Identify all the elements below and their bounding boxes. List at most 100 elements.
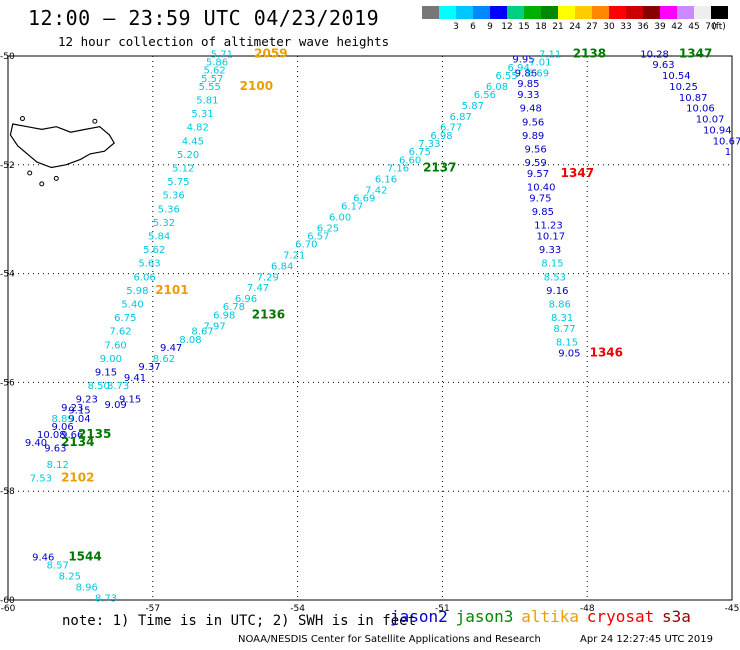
wave-height-label: 10.06 — [686, 104, 715, 115]
pass-time-label: 2101 — [155, 283, 188, 297]
satellite-legend-item: jason3 — [455, 607, 514, 626]
wave-height-label: 8.08 — [179, 335, 201, 346]
pass-time-label: 2136 — [252, 307, 285, 321]
scale-label: 15 — [518, 22, 530, 32]
generated-timestamp: Apr 24 12:27:45 UTC 2019 — [580, 634, 713, 645]
scale-swatch — [677, 6, 694, 19]
wave-height-label: 6.98 — [213, 310, 235, 321]
wave-height-label: 9.40 — [25, 438, 47, 449]
lon-tick-label: -45 — [725, 604, 740, 614]
wave-height-label: 9.15 — [119, 395, 141, 406]
wave-height-label: 5.36 — [162, 191, 184, 202]
lat-tick-label: -52 — [0, 161, 15, 171]
wave-height-label: 9.37 — [138, 362, 160, 373]
satellite-legend-item: altika — [521, 607, 579, 626]
lat-tick-label: -58 — [0, 487, 15, 497]
scale-swatch — [660, 6, 677, 19]
scale-label: 18 — [535, 22, 547, 32]
wave-height-label: 10.08 — [37, 430, 66, 441]
wave-height-label: 10.67 — [713, 136, 740, 147]
scale-swatch — [575, 6, 592, 19]
coast-islet — [53, 175, 59, 181]
wave-height-label: 5.12 — [172, 164, 194, 175]
scale-swatch — [626, 6, 643, 19]
wave-height-label: 6.87 — [450, 112, 472, 123]
wave-height-label: 8.15 — [541, 259, 563, 270]
pass-time-label: 2102 — [61, 471, 94, 485]
scale-swatch — [524, 6, 541, 19]
wave-height-label: 7.62 — [109, 327, 131, 338]
wave-height-label: 6.57 — [307, 232, 329, 243]
lat-tick-label: -50 — [0, 52, 15, 62]
wave-height-label: 7.97 — [203, 321, 225, 332]
scale-label: 30 — [603, 22, 615, 32]
wave-height-label: 7.42 — [365, 185, 387, 196]
wave-height-label: 9.95 — [512, 55, 534, 66]
wave-height-label: 6.06 — [133, 272, 155, 283]
wave-height-label: 5.98 — [126, 286, 148, 297]
wave-height-label: 6.08 — [486, 82, 508, 93]
pass-time-label: 2137 — [423, 161, 456, 175]
pass-time-label: 1346 — [590, 345, 623, 359]
wave-height-label: 9.57 — [527, 169, 549, 180]
wave-height-label: 9.15 — [95, 368, 117, 379]
wave-height-label: 5.63 — [138, 259, 160, 270]
wave-height-label: 9.89 — [522, 131, 544, 142]
wave-height-label: 6.56 — [474, 90, 496, 101]
scale-swatch — [592, 6, 609, 19]
wave-height-label: 8.57 — [47, 561, 69, 572]
coast-islet — [19, 116, 25, 122]
wave-height-label: 6.75 — [409, 147, 431, 158]
scale-swatch — [507, 6, 524, 19]
scale-swatch — [558, 6, 575, 19]
wave-height-label: 10.87 — [679, 93, 708, 104]
lon-tick-label: -48 — [580, 604, 595, 614]
wave-height-label: 9.47 — [160, 343, 182, 354]
pass-time-label: 1544 — [68, 549, 101, 563]
scale-label: 3 — [453, 22, 459, 32]
wave-height-label: 10.94 — [703, 125, 732, 136]
wave-height-label: 8.12 — [47, 460, 69, 471]
wave-height-label: 5.75 — [167, 177, 189, 188]
wave-height-label: 10.28 — [640, 49, 669, 60]
coast-islet — [27, 170, 33, 176]
scale-swatch — [609, 6, 626, 19]
pass-time-label: 1347 — [561, 166, 594, 180]
scale-label: 45 — [688, 22, 700, 32]
lon-tick-label: -54 — [290, 604, 305, 614]
scale-label: 70 — [705, 22, 717, 32]
lon-tick-label: -57 — [145, 604, 160, 614]
wave-height-label: 8.25 — [59, 572, 81, 583]
wave-height-label: 9.56 — [524, 144, 546, 155]
wave-height-label: 5.57 — [201, 74, 223, 85]
wave-height-label: 4.82 — [187, 123, 209, 134]
wave-height-label: 6.16 — [375, 174, 397, 185]
scale-unit-label: (ft) — [712, 22, 726, 32]
wave-height-label: 9.15 — [68, 406, 90, 417]
wave-height-label: 9.00 — [100, 354, 122, 365]
wave-height-label: 7.53 — [30, 474, 52, 485]
wave-height-label: 8.73 — [107, 381, 129, 392]
wave-height-label: 9.41 — [124, 373, 146, 384]
lon-tick-label: -60 — [1, 604, 16, 614]
wave-height-label: 9.05 — [558, 348, 580, 359]
satellite-legend-item: s3a — [662, 607, 691, 626]
wave-height-label: 6.78 — [223, 302, 245, 313]
pass-time-label: 2059 — [254, 46, 287, 60]
scale-swatch — [711, 6, 728, 19]
scale-label: 33 — [620, 22, 632, 32]
wave-height-label: 7.11 — [539, 49, 561, 60]
wave-height-label: 9.56 — [522, 117, 544, 128]
wave-height-label: 9.63 — [652, 60, 674, 71]
page-title: 12:00 — 23:59 UTC 04/23/2019 — [28, 6, 380, 30]
wave-height-label: 4.45 — [182, 136, 204, 147]
wave-height-label: 6.25 — [317, 223, 339, 234]
wave-height-label: 6.69 — [353, 193, 375, 204]
scale-label: 39 — [654, 22, 666, 32]
lon-tick-label: -51 — [435, 604, 450, 614]
wave-height-label: 6.00 — [329, 212, 351, 223]
scale-swatch — [643, 6, 660, 19]
wave-height-label: 6.84 — [271, 261, 293, 272]
credit-line: NOAA/NESDIS Center for Satellite Applica… — [238, 634, 541, 645]
scale-swatch — [422, 6, 439, 19]
